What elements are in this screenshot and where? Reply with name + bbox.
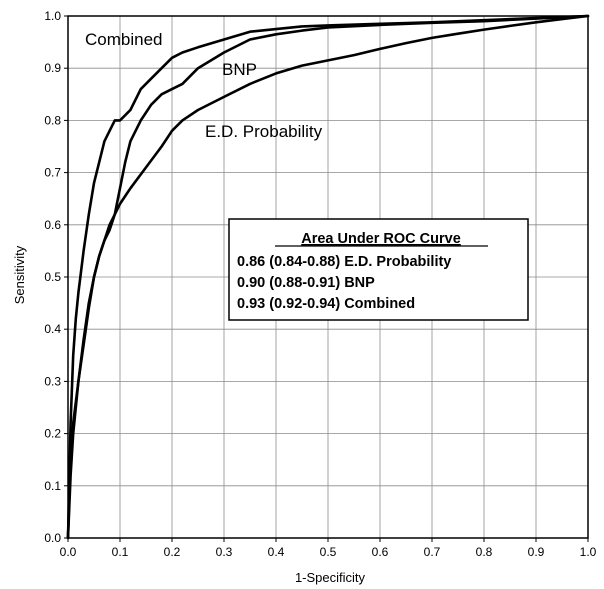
y-axis-title: Sensitivity — [12, 245, 27, 304]
y-tick-label: 0.9 — [44, 61, 61, 75]
y-tick-label: 0.2 — [44, 427, 61, 441]
x-tick-label: 0.0 — [60, 545, 77, 559]
y-tick-label: 0.1 — [44, 479, 61, 493]
x-tick-label: 0.6 — [372, 545, 389, 559]
bnp-curve-label: BNP — [222, 60, 257, 79]
x-tick-label: 0.8 — [476, 545, 493, 559]
combined-curve-label: Combined — [85, 30, 163, 49]
auc-line-combined: 0.93 (0.92-0.94) Combined — [237, 296, 415, 312]
y-tick-label: 0.6 — [44, 218, 61, 232]
series-line-combined — [66, 14, 590, 540]
auc-legend-frame — [228, 218, 529, 321]
x-tick-label: 0.5 — [320, 545, 337, 559]
y-tick-label: 0.8 — [44, 113, 61, 127]
y-tick-label: 0.0 — [44, 531, 61, 545]
y-tick-labels: 0.0 0.1 0.2 0.3 0.4 0.5 0.6 0.7 0.8 0.9 1.0 — [44, 9, 68, 545]
x-tick-label: 0.9 — [528, 545, 545, 559]
x-axis-title: 1-Specificity — [295, 570, 366, 585]
y-tick-label: 0.4 — [44, 322, 61, 336]
x-tick-label: 0.2 — [164, 545, 181, 559]
x-tick-label: 0.4 — [268, 545, 285, 559]
auc-line-bnp: 0.90 (0.88-0.91) BNP — [237, 275, 375, 291]
x-tick-label: 0.1 — [112, 545, 129, 559]
x-tick-label: 0.3 — [216, 545, 233, 559]
x-tick-labels: 0.0 0.1 0.2 0.3 0.4 0.5 0.6 0.7 0.8 0.9 1.0 — [60, 538, 597, 559]
y-tick-label: 0.5 — [44, 270, 61, 284]
ed-probability-curve-label: E.D. Probability — [205, 122, 323, 141]
series-layer — [66, 14, 590, 540]
y-tick-label: 0.3 — [44, 374, 61, 388]
x-tick-label: 1.0 — [580, 545, 597, 559]
x-tick-label: 0.7 — [424, 545, 441, 559]
y-tick-label: 1.0 — [44, 9, 61, 23]
auc-legend-box: Area Under ROC Curve 0.86 (0.84-0.88) E.… — [228, 218, 529, 321]
y-tick-label: 0.7 — [44, 166, 61, 180]
auc-legend-title: Area Under ROC Curve — [301, 231, 461, 247]
series-line-e-d-probability — [66, 14, 590, 540]
auc-line-ed-probability: 0.86 (0.84-0.88) E.D. Probability — [237, 254, 451, 270]
